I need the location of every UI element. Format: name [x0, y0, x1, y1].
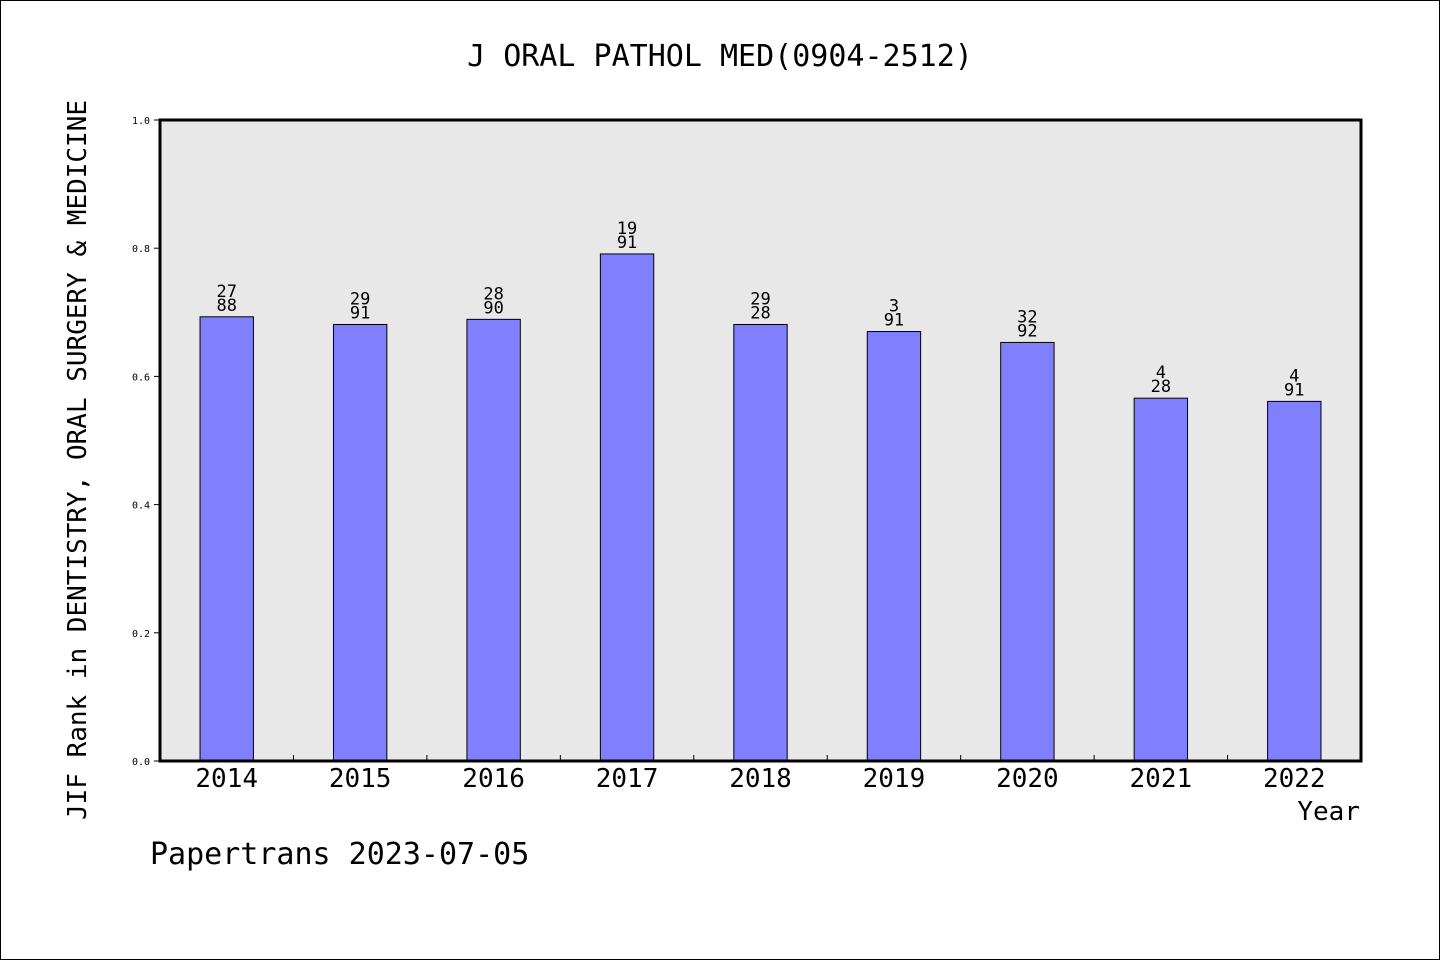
y-tick-label-0.0: 0.0 [132, 757, 150, 768]
bar-label-top-2018: 29 [750, 289, 770, 309]
x-tick-label-2021: 2021 [1130, 764, 1193, 794]
x-tick-label-2020: 2020 [996, 764, 1059, 794]
x-axis: 2014 2015 2016 2017 2018 2019 2020 2021 2022 [195, 755, 1326, 794]
y-tick-label-1.0: 1.0 [132, 116, 150, 127]
y-tick-label-0.8: 0.8 [132, 244, 150, 255]
bars-group [199, 253, 1322, 762]
bar-label-top-2017: 19 [617, 219, 637, 239]
bar-2022 [1267, 400, 1322, 762]
bar-label-top-2016: 28 [483, 284, 503, 304]
bar-label-top-2019: 3 [889, 297, 899, 317]
bar-label-bottom-2021: 28 [1151, 377, 1171, 397]
bar-2018 [733, 323, 788, 762]
bar-2016 [466, 318, 521, 762]
bar-label-top-2014: 27 [216, 282, 236, 302]
bar-label-bottom-2014: 88 [216, 296, 236, 316]
bar-2014 [199, 316, 254, 762]
x-tick-label-2018: 2018 [729, 764, 792, 794]
y-tick-label-0.4: 0.4 [132, 501, 150, 512]
x-tick-label-2022: 2022 [1263, 764, 1326, 794]
bar-2019 [866, 331, 922, 762]
x-tick-label-2014: 2014 [195, 764, 258, 794]
x-tick-label-2016: 2016 [462, 764, 525, 794]
bar-label-top-2022: 4 [1289, 366, 1299, 386]
bar-2021 [1133, 397, 1189, 762]
bar-2015 [332, 323, 388, 762]
bar-label-bottom-2017: 91 [617, 233, 637, 253]
y-tick-label-0.2: 0.2 [132, 629, 150, 640]
x-axis-label: Year [1297, 797, 1360, 827]
plot-border [158, 118, 1363, 763]
bar-label-bottom-2022: 91 [1284, 380, 1304, 400]
bar-label-top-2015: 29 [350, 289, 370, 309]
bar-label-bottom-2016: 90 [483, 298, 503, 318]
footer-credit: Papertrans 2023-07-05 [150, 837, 529, 872]
bar-label-bottom-2015: 91 [350, 303, 370, 323]
bar-label-bottom-2019: 91 [884, 311, 904, 331]
y-axis-label: JIF Rank in DENTISTRY, ORAL SURGERY & ME… [63, 100, 93, 820]
bar-label-bottom-2020: 92 [1017, 321, 1037, 341]
bar-2020 [1000, 341, 1055, 762]
y-tick-label-0.6: 0.6 [132, 372, 150, 383]
bar-label-bottom-2018: 28 [750, 303, 770, 323]
x-tick-label-2017: 2017 [596, 764, 659, 794]
bar-label-top-2020: 32 [1017, 307, 1037, 327]
bar-2017 [599, 253, 655, 762]
y-axis: 0.0 0.2 0.4 0.6 0.8 1.0 [132, 116, 160, 768]
x-tick-label-2019: 2019 [863, 764, 926, 794]
x-tick-label-2015: 2015 [329, 764, 392, 794]
chart-title: J ORAL PATHOL MED(0904-2512) [467, 39, 973, 74]
bar-label-top-2021: 4 [1156, 363, 1166, 383]
